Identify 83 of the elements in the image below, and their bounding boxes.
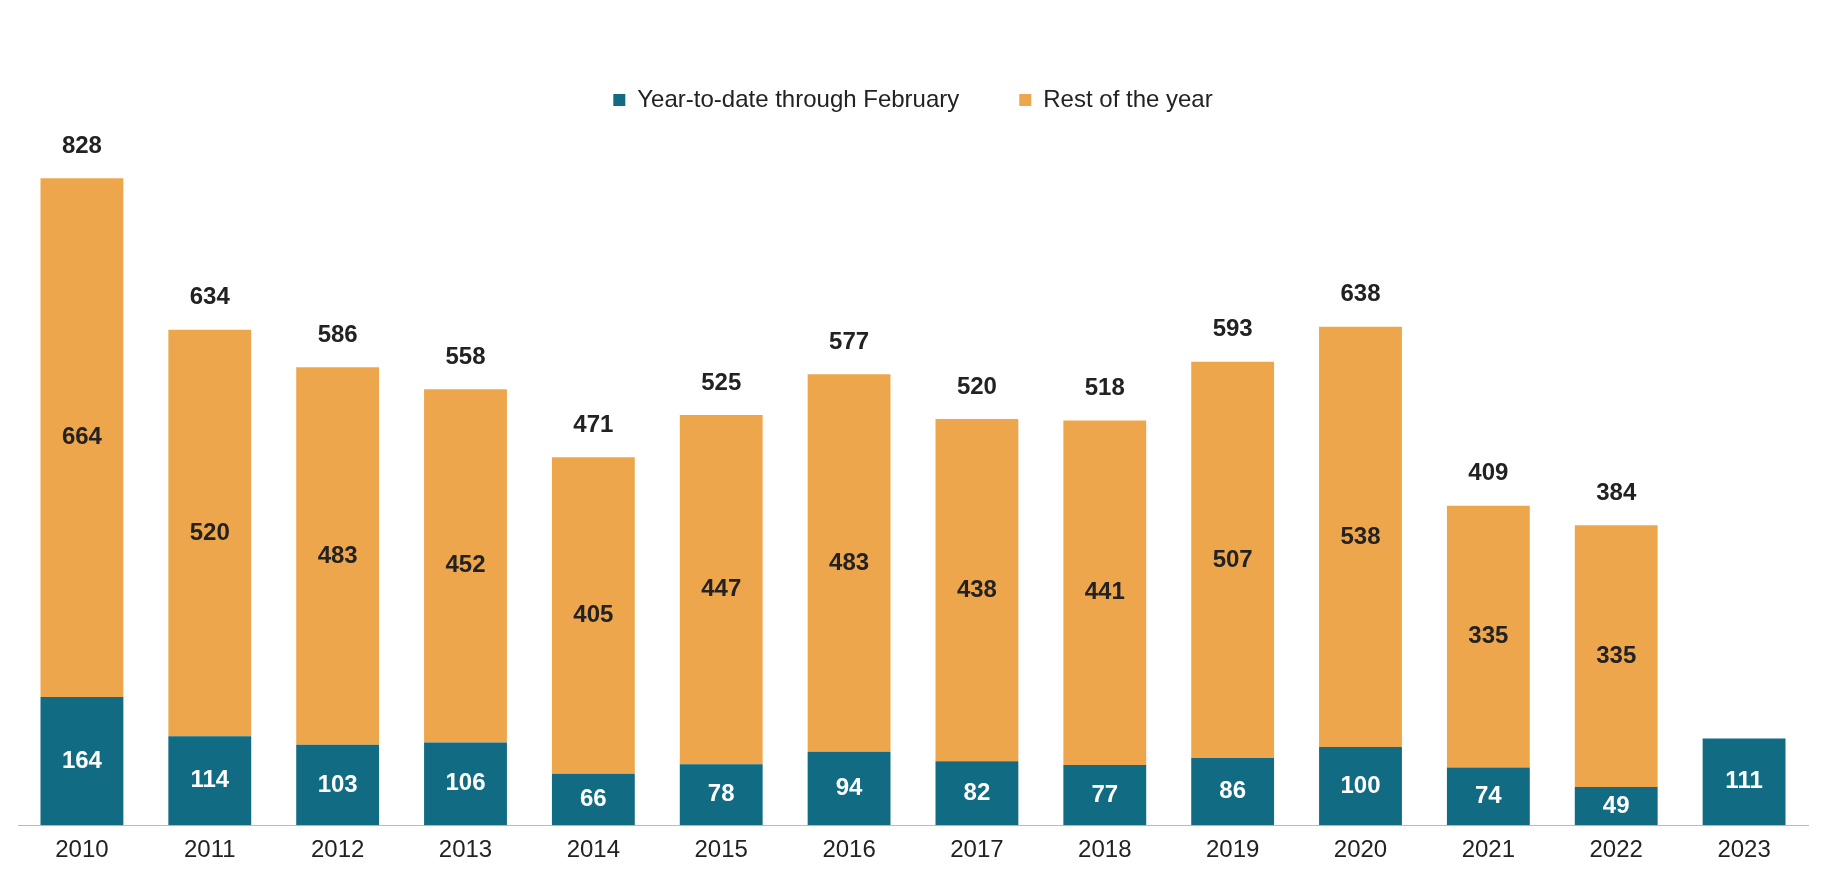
bar [1319,326,1402,748]
x-tick-label: 2021 [1461,835,1516,863]
bar [935,761,1019,826]
data-label: 77 [1091,779,1119,807]
data-label: 520 [189,517,230,545]
data-label: 103 [317,769,358,797]
bar [296,367,380,745]
legend-label: Year-to-date through February [637,84,960,112]
data-label: 94 [835,773,864,801]
bar [1191,361,1275,759]
bar [40,697,124,826]
total-label: 518 [1084,373,1125,401]
total-label: 638 [1340,279,1381,307]
bar [1574,525,1658,787]
total-label: 520 [956,371,997,399]
total-label: 634 [189,282,231,310]
x-tick-label: 2018 [1078,835,1132,863]
data-label: 106 [445,768,486,796]
total-label: 558 [445,341,486,369]
x-tick-label: 2015 [694,835,748,863]
bar [1319,747,1402,826]
x-tick-label: 2013 [438,835,493,863]
bar [807,751,891,826]
total-label: 384 [1596,477,1637,505]
data-label: 452 [445,550,486,578]
x-tick-label: 2022 [1589,835,1643,863]
data-label: 66 [580,784,607,812]
data-label: 114 [190,765,230,793]
total-label: 409 [1468,458,1509,486]
data-label: 82 [963,777,991,805]
data-label: 441 [1084,577,1125,605]
total-label: 586 [317,319,358,347]
data-label: 405 [573,600,614,628]
x-tick-label: 2011 [183,835,236,863]
x-tick-label: 2012 [310,835,365,863]
x-tick-label: 2023 [1717,835,1771,863]
bar [40,178,124,698]
data-label: 664 [61,422,103,450]
bar [1446,505,1530,768]
bar [424,742,507,826]
bar [1191,758,1275,826]
legend-label: Rest of the year [1043,84,1213,112]
bar [1063,765,1147,826]
total-label: 577 [829,327,870,354]
data-label: 447 [701,574,742,602]
data-label: 49 [1602,790,1630,818]
bar [1702,738,1786,826]
x-tick-label: 2017 [950,835,1004,863]
data-label: 86 [1219,776,1246,804]
data-label: 538 [1340,521,1381,549]
data-label: 100 [1340,770,1381,798]
data-label: 335 [1596,640,1637,668]
bar [1574,786,1658,826]
bar [807,374,891,752]
total-label: 593 [1212,314,1253,342]
data-label: 335 [1468,621,1509,649]
bar [1446,767,1530,826]
data-label: 507 [1212,544,1253,572]
total-label: 525 [701,367,742,395]
x-tick-label: 2019 [1205,835,1260,863]
bar [296,744,380,826]
bar [935,418,1019,762]
total-label: 471 [573,409,614,437]
bar [551,773,635,826]
data-label: 111 [1725,766,1763,794]
bar [679,415,763,765]
data-label: 164 [61,745,103,773]
bar [551,457,635,774]
bar [168,736,252,826]
data-label: 483 [829,547,870,575]
x-tick-label: 2010 [55,835,109,863]
bar [168,329,252,737]
data-label: 74 [1475,780,1503,808]
x-tick-label: 2014 [566,835,621,863]
total-label: 828 [61,130,102,158]
bar [424,389,507,743]
x-tick-label: 2020 [1333,835,1388,863]
x-tick-label: 2016 [822,835,876,863]
data-label: 483 [317,540,358,568]
data-label: 438 [956,574,997,602]
data-label: 78 [707,779,735,807]
bar [1063,420,1147,766]
bar [679,764,763,826]
